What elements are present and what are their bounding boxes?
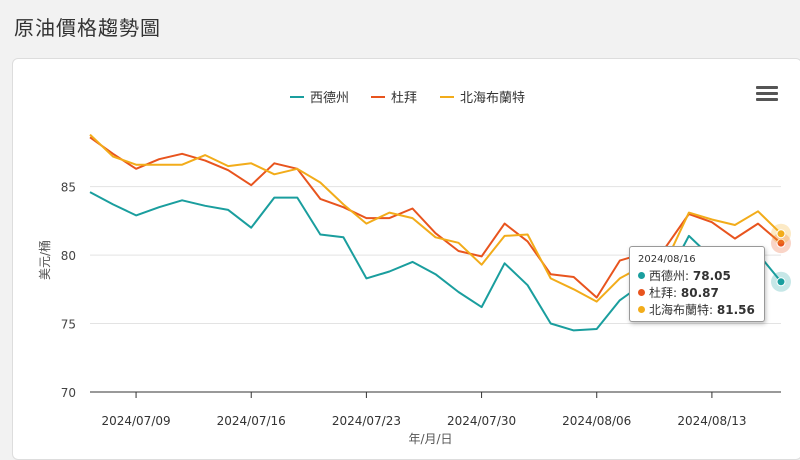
legend-label-1: 杜拜: [391, 91, 417, 106]
legend-label-2: 北海布蘭特: [460, 90, 525, 106]
price-trend-chart[interactable]: 70 75 80 85 2024/07/09 2024/07/16 2024/07/23 20…: [0, 0, 800, 449]
tooltip-row-brent: 北海布蘭特: 81.56: [638, 302, 756, 319]
tooltip-dubai-name: 杜拜: [649, 286, 674, 300]
tooltip-wti-marker: [638, 272, 645, 279]
y-tick-label: 80: [61, 249, 76, 263]
x-tick-label: 2024/07/09: [101, 414, 170, 428]
legend-label-0: 西德州: [310, 91, 349, 106]
hover-point-2: [776, 229, 786, 239]
x-tick-label: 2024/08/13: [677, 414, 746, 428]
x-tick-label: 2024/07/23: [332, 414, 401, 428]
tooltip-row-wti: 西德州: 78.05: [638, 268, 756, 285]
x-axis-title: 年/月/日: [408, 432, 452, 446]
tooltip-row-dubai: 杜拜: 80.87: [638, 285, 756, 302]
chart-tooltip: 2024/08/16 西德州: 78.05 杜拜: 80.87 北海布蘭特: 8…: [629, 246, 765, 322]
tooltip-wti-name: 西德州: [649, 269, 686, 283]
page-title: 原油價格趨勢圖: [14, 16, 161, 40]
tooltip-wti-value: 78.05: [692, 269, 731, 283]
x-tick-label: 2024/08/06: [562, 414, 631, 428]
chart-menu-button[interactable]: [756, 86, 778, 104]
hover-point-1: [776, 238, 786, 248]
y-tick-label: 75: [61, 318, 76, 332]
hover-point-0: [776, 277, 786, 287]
y-tick-label: 85: [61, 181, 76, 195]
y-axis-title: 美元/桶: [37, 240, 52, 280]
tooltip-dubai-value: 80.87: [680, 286, 719, 300]
tooltip-brent-name: 北海布蘭特: [649, 303, 710, 317]
tooltip-brent-value: 81.56: [716, 303, 755, 317]
y-tick-label: 70: [61, 386, 76, 400]
tooltip-dubai-marker: [638, 289, 645, 296]
tooltip-date: 2024/08/16: [638, 254, 696, 265]
x-tick-label: 2024/07/30: [447, 414, 516, 428]
tooltip-brent-marker: [638, 306, 645, 313]
x-tick-label: 2024/07/16: [217, 414, 286, 428]
